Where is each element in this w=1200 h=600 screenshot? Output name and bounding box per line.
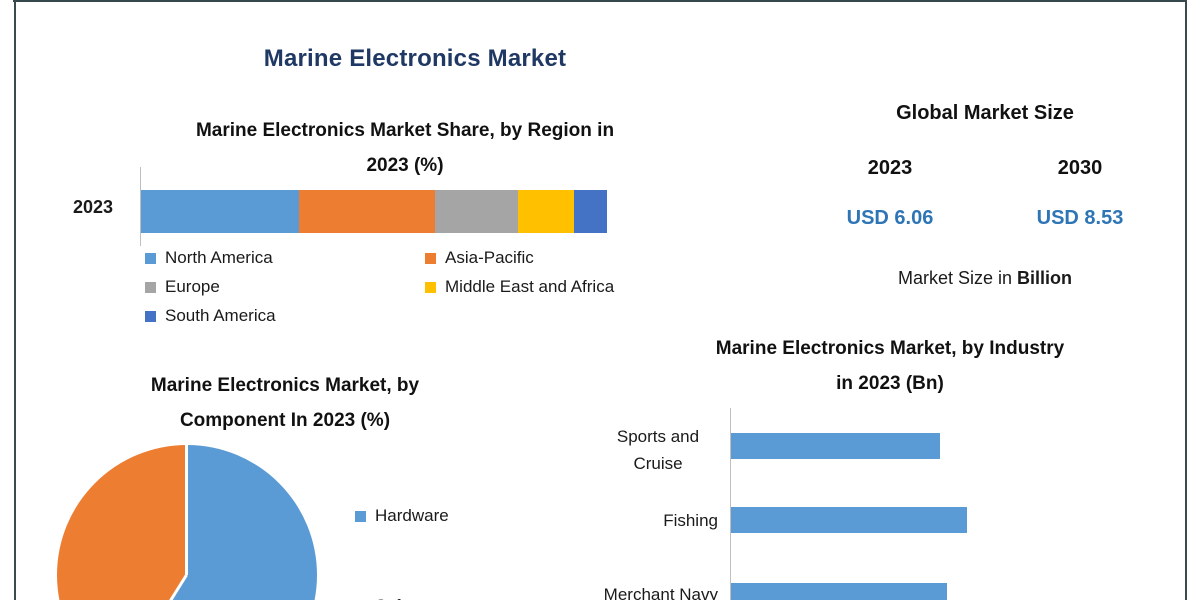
component-chart-title-line2: Component In 2023 (%) <box>179 410 391 431</box>
market-size-value-2023: USD 6.06 <box>846 207 934 229</box>
component-chart-title-line1: Marine Electronics Market, by <box>150 375 420 396</box>
industry-category-merchant-navy: Merchant Navy <box>603 585 718 600</box>
region-segment-north-america <box>141 190 300 233</box>
frame-left-border <box>14 0 16 600</box>
legend-item-software-cutoff: Software <box>355 596 442 600</box>
industry-bar-sports-cruise <box>731 433 940 459</box>
industry-chart-title-line2: in 2023 (Bn) <box>836 373 944 394</box>
hardware-swatch-icon <box>355 510 366 522</box>
region-segment-europe <box>434 190 519 233</box>
region-chart-category-label: 2023 <box>72 197 114 217</box>
middle-east-africa-swatch-icon <box>425 281 436 293</box>
legend-item-asia-pacific: Asia-Pacific <box>425 248 615 268</box>
market-size-value-2030: USD 8.53 <box>1036 207 1124 229</box>
page-title: Marine Electronics Market <box>263 45 567 72</box>
frame-top-border <box>13 0 1187 2</box>
industry-chart-title-line1: Marine Electronics Market, by Industry <box>715 338 1065 359</box>
industry-category-fishing: Fishing <box>663 511 718 530</box>
industry-category-sports-cruise: Sports and Cruise <box>616 427 700 473</box>
market-size-values-row: USD 6.06 USD 8.53 <box>830 207 1140 230</box>
region-chart-axis-line <box>140 167 141 246</box>
component-chart-title: Marine Electronics Market, by Component … <box>60 368 510 438</box>
market-size-caption-unit: Billion <box>1017 268 1073 288</box>
region-legend: North America Asia-Pacific Europe Middle… <box>145 248 615 326</box>
legend-label: Europe <box>165 277 220 296</box>
north-america-swatch-icon <box>145 252 156 264</box>
market-size-years-row: 2023 2030 <box>830 157 1140 180</box>
region-chart-title: Marine Electronics Market Share, by Regi… <box>145 113 665 183</box>
legend-label: Software <box>375 596 442 600</box>
region-chart-title-line1: Marine Electronics Market Share, by Regi… <box>195 120 615 141</box>
market-size-year-2023: 2023 <box>867 157 913 179</box>
region-segment-middle-east-and-africa <box>518 190 575 233</box>
global-market-size-title: Global Market Size <box>896 102 1074 124</box>
legend-item-hardware: Hardware <box>355 506 449 526</box>
industry-chart-title: Marine Electronics Market, by Industry i… <box>640 331 1140 401</box>
legend-item-south-america: South America <box>145 306 425 326</box>
legend-item-europe: Europe <box>145 277 425 297</box>
industry-chart-axis-line <box>730 408 731 600</box>
market-size-year-2030: 2030 <box>1057 157 1103 179</box>
pie-divider-top <box>185 445 188 575</box>
legend-label: Asia-Pacific <box>445 248 534 267</box>
region-segment-asia-pacific <box>299 190 435 233</box>
industry-bar-merchant-navy <box>731 583 947 600</box>
legend-item-middle-east-africa: Middle East and Africa <box>425 277 615 297</box>
market-size-caption-prefix: Market Size in <box>897 268 1018 288</box>
legend-label: South America <box>165 306 276 325</box>
region-segment-south-america <box>574 190 607 233</box>
market-size-caption: Market Size in Billion <box>830 268 1140 289</box>
legend-label: Hardware <box>375 506 449 525</box>
global-market-size-panel: Global Market Size 2023 2030 USD 6.06 US… <box>830 102 1140 289</box>
south-america-swatch-icon <box>145 310 156 322</box>
region-stacked-bar <box>141 190 607 233</box>
legend-item-north-america: North America <box>145 248 425 268</box>
frame-right-border <box>1185 0 1187 600</box>
europe-swatch-icon <box>145 281 156 293</box>
legend-label: Middle East and Africa <box>445 277 615 296</box>
legend-label: North America <box>165 248 273 267</box>
industry-bar-fishing <box>731 507 967 533</box>
asia-pacific-swatch-icon <box>425 252 436 264</box>
region-chart-title-line2: 2023 (%) <box>366 155 444 176</box>
